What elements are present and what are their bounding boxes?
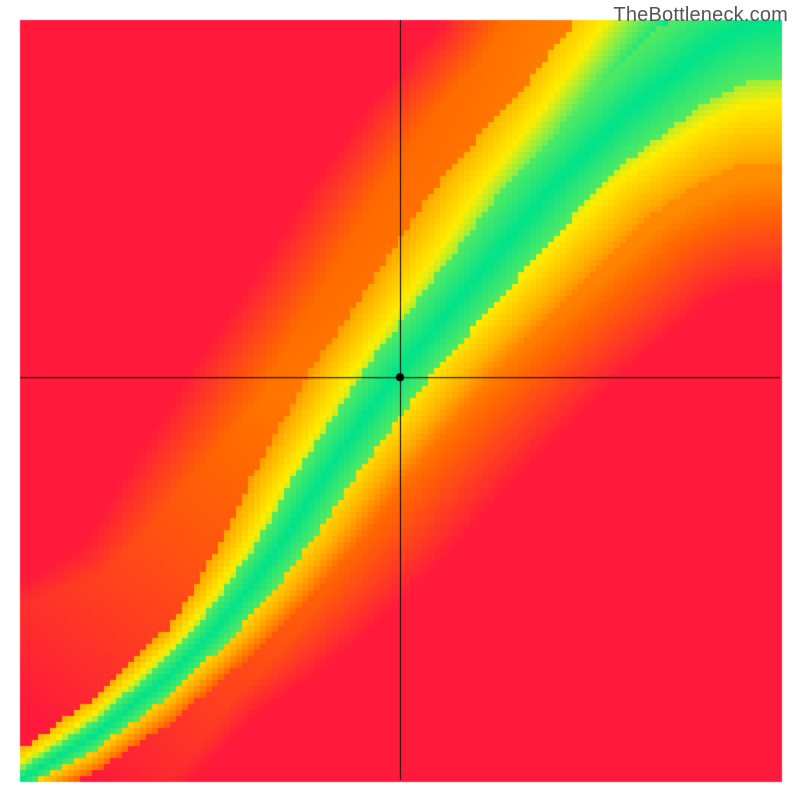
bottleneck-heatmap — [0, 0, 800, 800]
chart-container: { "watermark": { "text": "TheBottleneck.… — [0, 0, 800, 800]
watermark-text: TheBottleneck.com — [613, 4, 788, 27]
